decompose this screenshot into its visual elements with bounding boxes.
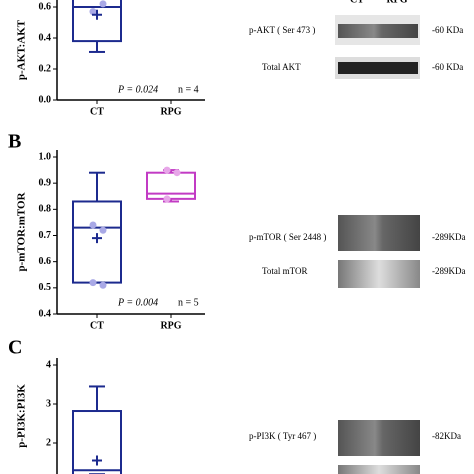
n-value: n = 5: [178, 297, 199, 308]
blot-label: p-AKT ( Ser 473 ): [249, 25, 315, 35]
data-point: [89, 8, 97, 16]
y-tick-label: 1.0: [39, 151, 52, 162]
y-tick-label: 4: [46, 359, 51, 370]
y-axis-title: p-AKT:AKT: [16, 19, 28, 80]
y-tick-label: 2: [46, 437, 51, 448]
data-point: [99, 0, 107, 8]
blot: [338, 420, 420, 456]
y-axis-title: p-mTOR:mTOR: [16, 191, 28, 271]
lane-label: CT: [350, 0, 364, 5]
x-tick-label: RPG: [160, 106, 181, 117]
n-value: n = 4: [178, 84, 199, 95]
y-tick-label: 0.6: [39, 256, 52, 267]
data-point: [163, 166, 171, 174]
y-tick-label: 0.7: [39, 230, 52, 241]
panel-letter: B: [8, 131, 21, 153]
lane-label: RPG: [386, 0, 407, 5]
blot-images: [335, 15, 420, 474]
data-point: [89, 221, 97, 229]
y-tick-label: 0.8: [39, 204, 52, 215]
blot: [338, 260, 420, 288]
y-tick-label: 0.0: [39, 94, 52, 105]
blot-kda: -60 KDa: [432, 62, 463, 72]
x-tick-label: CT: [90, 320, 104, 331]
blot: [338, 215, 420, 251]
y-tick-label: 3: [46, 398, 51, 409]
blot-kda: -289KDa: [432, 266, 466, 276]
box: [72, 0, 122, 43]
blot-label: Total mTOR: [262, 266, 307, 276]
mean-marker: [92, 233, 102, 244]
y-tick-label: 0.4: [39, 32, 52, 43]
blot: [338, 465, 420, 474]
y-tick-label: 0.2: [39, 63, 52, 74]
y-tick-label: 0.9: [39, 177, 52, 188]
blot-label: Total AKT: [262, 62, 301, 72]
box: [72, 200, 122, 284]
box: [146, 171, 196, 200]
mean-marker: [92, 9, 102, 20]
blot-kda: -60 KDa: [432, 25, 463, 35]
blot: [338, 62, 418, 74]
blot-kda: -82KDa: [432, 431, 461, 441]
mean-marker: [92, 455, 102, 466]
data-point: [99, 281, 107, 289]
y-tick-label: 0.6: [39, 1, 52, 12]
box: [72, 410, 122, 474]
p-value: P = 0.024: [117, 84, 158, 95]
data-point: [99, 226, 107, 234]
y-axis-title: p-PI3K:PI3K: [16, 384, 28, 448]
p-value: P = 0.004: [117, 297, 158, 308]
panel-letter: C: [8, 337, 22, 359]
y-tick-label: 0.5: [39, 282, 52, 293]
blot-label: p-mTOR ( Ser 2448 ): [249, 232, 326, 242]
blot-label: p-PI3K ( Tyr 467 ): [249, 431, 316, 441]
blot: [338, 24, 418, 38]
x-tick-label: RPG: [160, 320, 181, 331]
data-point: [163, 195, 171, 203]
data-point: [89, 279, 97, 287]
x-tick-label: CT: [90, 106, 104, 117]
y-tick-label: 0.4: [39, 308, 52, 319]
data-point: [173, 169, 181, 177]
blot-kda: -289KDa: [432, 232, 466, 242]
